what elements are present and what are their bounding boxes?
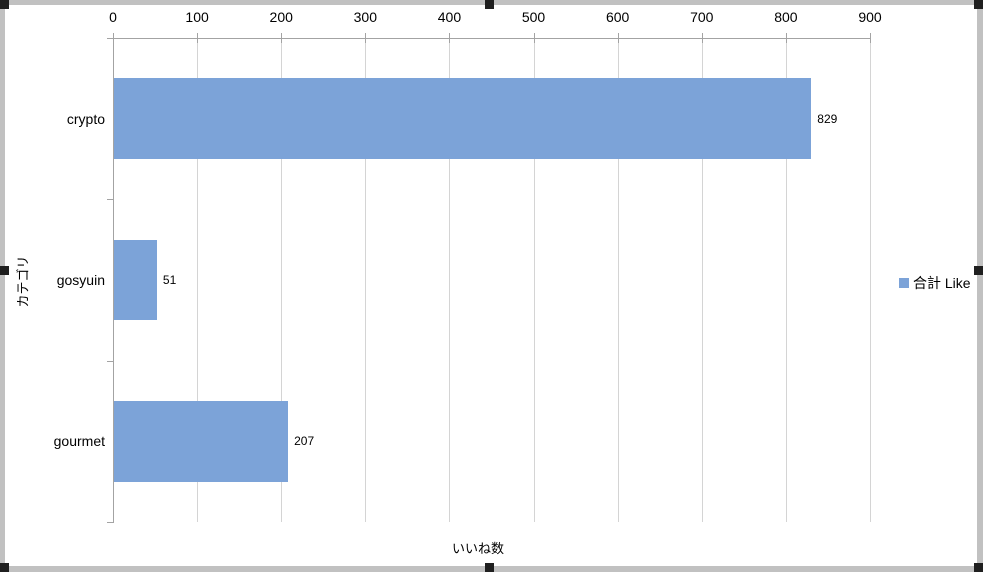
data-label-gosyuin: 51 — [162, 273, 177, 287]
gridline — [870, 38, 871, 522]
gridline — [701, 38, 703, 522]
bar-crypto[interactable] — [114, 78, 812, 159]
selection-frame-right — [977, 0, 983, 572]
category-label-gosyuin: gosyuin — [56, 272, 105, 288]
resize-handle-bottom-right[interactable] — [974, 563, 983, 572]
axis-tick — [533, 33, 535, 43]
category-label-crypto: crypto — [66, 110, 105, 127]
axis-tick — [107, 522, 113, 523]
axis-tick — [785, 33, 787, 43]
axis-tick-label: 300 — [353, 9, 377, 25]
resize-handle-top-right[interactable] — [974, 0, 983, 9]
plot-area — [113, 38, 871, 522]
bar-gosyuin[interactable] — [114, 239, 157, 321]
legend[interactable]: 合計 Like — [899, 273, 971, 293]
bar-gourmet[interactable] — [114, 401, 289, 482]
axis-tick-label: 100 — [185, 9, 209, 25]
axis-tick — [870, 33, 871, 43]
resize-handle-top-left[interactable] — [0, 0, 9, 9]
resize-handle-bottom-middle[interactable] — [485, 563, 494, 572]
gridline — [533, 38, 535, 522]
axis-tick-label: 900 — [858, 9, 882, 25]
resize-handle-bottom-left[interactable] — [0, 563, 9, 572]
axis-tick — [617, 33, 619, 43]
data-label-gourmet: 207 — [294, 434, 315, 449]
value-axis-line — [113, 38, 870, 39]
axis-tick — [281, 33, 283, 43]
legend-label: 合計 Like — [913, 275, 971, 291]
axis-tick — [107, 199, 113, 201]
category-axis-line — [113, 38, 114, 523]
axis-tick-label: 800 — [774, 9, 798, 25]
legend-marker-icon — [899, 278, 909, 288]
x-axis-title: いいね数 — [451, 541, 504, 556]
category-label-gourmet: gourmet — [53, 433, 105, 450]
resize-handle-middle-right[interactable] — [974, 266, 983, 275]
axis-tick-label: 0 — [109, 9, 117, 25]
axis-tick-label: 500 — [521, 9, 546, 25]
selection-frame-left — [0, 0, 5, 572]
axis-tick — [701, 33, 703, 43]
gridline — [617, 38, 619, 522]
resize-handle-middle-left[interactable] — [0, 266, 9, 275]
gridline — [785, 38, 787, 522]
axis-tick — [365, 33, 367, 43]
resize-handle-top-middle[interactable] — [485, 0, 494, 9]
gridline — [281, 38, 283, 522]
axis-tick-label: 700 — [690, 9, 714, 25]
axis-tick-label: 400 — [437, 9, 462, 25]
axis-tick-label: 200 — [269, 9, 293, 25]
axis-tick — [197, 33, 199, 43]
gridline — [197, 38, 199, 522]
axis-tick — [107, 360, 113, 362]
axis-tick-label: 600 — [605, 9, 630, 25]
gridline — [449, 38, 451, 522]
axis-tick — [113, 33, 114, 43]
data-label-crypto: 829 — [817, 111, 838, 126]
gridline — [365, 38, 367, 522]
axis-tick — [449, 33, 451, 43]
axis-tick — [107, 38, 113, 39]
